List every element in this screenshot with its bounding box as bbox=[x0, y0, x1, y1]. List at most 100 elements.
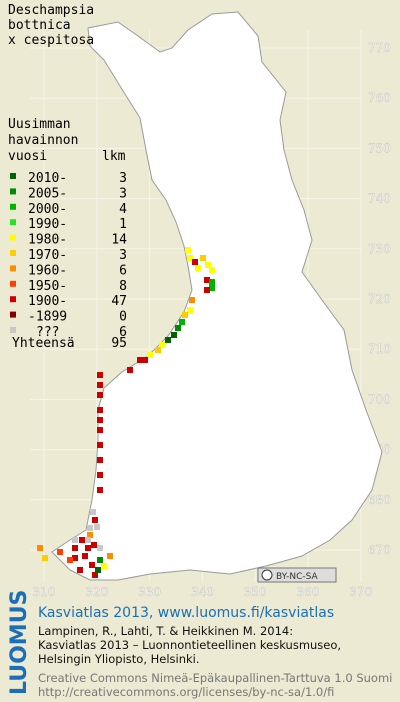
observation bbox=[192, 259, 198, 265]
observation bbox=[82, 553, 88, 559]
observation bbox=[209, 279, 215, 285]
legend-count: 6 bbox=[119, 325, 127, 340]
observation bbox=[189, 297, 195, 303]
observation bbox=[137, 357, 143, 363]
species-title: bottnica bbox=[8, 18, 71, 33]
species-title: x cespitosa bbox=[8, 33, 94, 48]
observation bbox=[37, 545, 43, 551]
observation bbox=[101, 563, 107, 569]
observation bbox=[91, 542, 97, 548]
legend-label: -1899 bbox=[28, 310, 67, 325]
legend-label: 1950- bbox=[28, 279, 67, 294]
observation bbox=[85, 545, 91, 551]
badge-box bbox=[257, 567, 337, 583]
observation bbox=[97, 427, 103, 433]
x-grid-label: 320 bbox=[85, 585, 108, 599]
legend-count: 0 bbox=[119, 310, 127, 325]
observation bbox=[97, 417, 103, 423]
x-grid-label: 330 bbox=[138, 585, 161, 599]
observation bbox=[57, 549, 63, 555]
observation bbox=[204, 277, 210, 283]
observation bbox=[72, 537, 78, 543]
observation bbox=[97, 372, 103, 378]
observation bbox=[127, 367, 133, 373]
y-grid-label: 670 bbox=[368, 543, 391, 557]
observation bbox=[155, 347, 161, 353]
observation bbox=[87, 525, 93, 531]
observation bbox=[187, 255, 193, 261]
observation bbox=[142, 357, 148, 363]
y-grid-label: 770 bbox=[368, 41, 391, 55]
observation bbox=[195, 265, 201, 271]
observation bbox=[97, 382, 103, 388]
y-grid-label: 740 bbox=[368, 192, 391, 206]
observation bbox=[147, 352, 153, 358]
legend-swatch bbox=[10, 234, 16, 241]
observation bbox=[72, 545, 78, 551]
legend-count: 1 bbox=[119, 217, 127, 232]
observation bbox=[90, 509, 96, 515]
legend-swatch bbox=[10, 265, 16, 272]
observation bbox=[171, 332, 177, 338]
legend-label: 1980- bbox=[28, 233, 67, 248]
observation bbox=[67, 557, 73, 563]
observation bbox=[95, 567, 101, 573]
legend-swatch bbox=[10, 203, 16, 210]
citation: Kasviatlas 2013 – Luonnontieteellinen ke… bbox=[38, 638, 341, 652]
y-grid-label: 700 bbox=[368, 392, 391, 406]
observation bbox=[97, 392, 103, 398]
citation: Helsingin Yliopisto, Helsinki. bbox=[38, 652, 200, 666]
license-url: http://creativecommons.org/licenses/by-n… bbox=[38, 685, 334, 699]
legend-label: 2000- bbox=[28, 202, 67, 217]
y-grid-label: 710 bbox=[368, 342, 391, 356]
x-grid-label: 310 bbox=[33, 585, 56, 599]
legend-header: havainnon bbox=[8, 133, 78, 148]
observation bbox=[107, 553, 113, 559]
badge-text: BY-NC-SA bbox=[276, 572, 319, 582]
legend-total-label: Yhteensä bbox=[12, 336, 75, 351]
observation bbox=[72, 555, 78, 561]
observation bbox=[182, 312, 188, 318]
observation bbox=[79, 537, 85, 543]
y-grid-label: 730 bbox=[368, 242, 391, 256]
legend-count: 14 bbox=[111, 233, 127, 248]
observation bbox=[92, 572, 98, 578]
observation bbox=[187, 307, 193, 313]
observation bbox=[159, 342, 165, 348]
legend-label: 1990- bbox=[28, 217, 67, 232]
legend-swatch bbox=[10, 311, 16, 318]
legend-header: Uusimman bbox=[8, 117, 71, 132]
observation bbox=[97, 472, 103, 478]
footer-headline: Kasviatlas 2013, www.luomus.fi/kasviatla… bbox=[38, 605, 334, 621]
y-grid-label: 750 bbox=[368, 141, 391, 155]
legend-count: 3 bbox=[119, 248, 127, 263]
observation bbox=[89, 562, 95, 568]
x-grid-label: 360 bbox=[297, 585, 320, 599]
species-title: Deschampsia bbox=[8, 3, 94, 18]
observation bbox=[77, 567, 83, 573]
observation bbox=[92, 517, 98, 523]
legend-swatch bbox=[10, 327, 16, 333]
observation bbox=[97, 557, 103, 563]
y-grid-label: 760 bbox=[368, 91, 391, 105]
legend-label: 1960- bbox=[28, 263, 67, 278]
legend-count: 3 bbox=[119, 186, 127, 201]
legend-label: 1900- bbox=[28, 294, 67, 309]
x-grid-label: 350 bbox=[244, 585, 267, 599]
observation bbox=[94, 524, 100, 530]
legend-count: 6 bbox=[119, 263, 127, 278]
legend: Uusimman havainnon vuosi lkm Yhteensä 95… bbox=[8, 117, 127, 351]
legend-count: 3 bbox=[119, 171, 127, 186]
observation bbox=[185, 247, 191, 253]
legend-swatch bbox=[10, 173, 16, 179]
legend-swatch bbox=[10, 280, 16, 287]
citation: Lampinen, R., Lahti, T. & Heikkinen M. 2… bbox=[38, 624, 293, 638]
observation bbox=[175, 325, 181, 331]
observation bbox=[87, 532, 93, 538]
observation bbox=[200, 255, 206, 261]
observation bbox=[97, 442, 103, 448]
legend-label: 2005- bbox=[28, 186, 67, 201]
legend-total: 95 bbox=[111, 336, 127, 351]
observation bbox=[179, 319, 185, 325]
